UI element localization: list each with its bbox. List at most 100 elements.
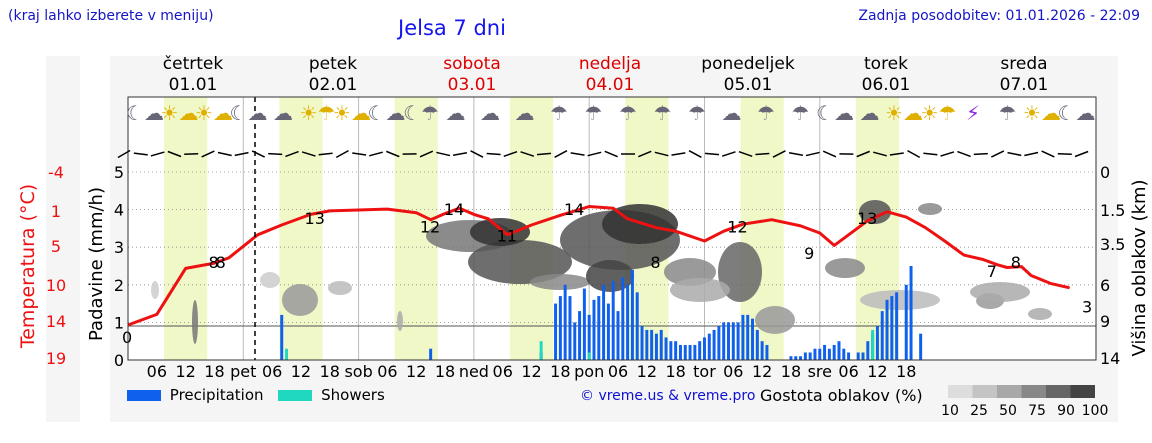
day-date: 06.01	[862, 75, 911, 95]
cloud-blob	[859, 200, 891, 224]
last-update-text: Zadnja posodobitev: 01.01.2026 - 22:09	[858, 8, 1140, 24]
precipitation-bar	[765, 344, 769, 360]
day-tick-label: sre	[808, 362, 832, 381]
hour-tick-label: 12	[291, 362, 311, 381]
cloud-rain-icon: ☂	[654, 101, 672, 125]
precipitation-bar	[592, 299, 596, 360]
cloud-blob	[918, 203, 942, 215]
precipitation-bar	[823, 344, 827, 360]
wind-barb	[301, 151, 316, 157]
temperature-label: 13	[857, 209, 877, 228]
hour-tick-label: 12	[175, 362, 195, 381]
wind-barb	[957, 150, 971, 158]
temperature-axis-panel	[46, 56, 80, 422]
density-tick-label: 10	[941, 403, 959, 419]
day-tick-label: sob	[344, 362, 372, 381]
precipitation-bar	[827, 348, 831, 360]
wind-barb	[755, 152, 770, 156]
precipitation-bar	[799, 356, 803, 360]
precipitation-bar	[722, 322, 726, 360]
precipitation-bar	[837, 341, 841, 360]
density-scale-cell	[1046, 385, 1071, 398]
wind-barb	[352, 152, 367, 156]
cloud-blob	[755, 306, 795, 334]
credit-link[interactable]: © vreme.us & vreme.pro	[580, 388, 756, 404]
precip-axis-label: Padavine (mm/h)	[86, 187, 107, 341]
precipitation-bar	[630, 269, 634, 360]
wind-barb	[772, 150, 786, 158]
precipitation-bar	[919, 333, 923, 360]
precipitation-bar	[818, 348, 822, 360]
moon-cloud-icon: ☾☁	[126, 101, 164, 125]
precipitation-bar	[803, 352, 807, 360]
temperature-label: 8	[216, 253, 226, 272]
cloud-blob	[1028, 308, 1052, 320]
precipitation-bar	[635, 292, 639, 360]
hour-tick-label: 06	[838, 362, 858, 381]
precip-tick-label: 2	[114, 276, 124, 295]
wind-barb	[973, 152, 988, 156]
showers-bar	[539, 341, 543, 360]
sun-cloud-rain-icon: ☀☂	[921, 101, 957, 125]
day-date: 04.01	[586, 75, 635, 95]
precipitation-bar	[693, 344, 697, 360]
precipitation-bar	[731, 322, 735, 360]
precipitation-bar	[904, 284, 908, 360]
temperature-label: 8	[1011, 253, 1021, 272]
temperature-label: 7	[987, 262, 997, 281]
legend: Precipitation Showers	[127, 386, 385, 404]
precipitation-bar	[702, 337, 706, 360]
density-scale-cell	[948, 385, 973, 398]
cloud-blob	[282, 284, 318, 316]
hour-tick-label: 06	[262, 362, 282, 381]
day-name: torek	[864, 54, 908, 74]
day-name: četrtek	[163, 54, 224, 74]
precipitation-bar	[554, 303, 558, 360]
precipitation-bar	[794, 356, 798, 360]
cloud-height-tick-label: 1.5	[1100, 201, 1125, 220]
temperature-label: 14	[564, 200, 584, 219]
precipitation-bar	[606, 303, 610, 360]
wind-barb	[990, 150, 1005, 158]
storm-icon: ⚡	[966, 101, 980, 125]
precipitation-bar	[645, 329, 649, 360]
temperature-label: 8	[208, 253, 218, 272]
day-tick-label: ned	[459, 362, 489, 381]
precip-tick-label: 0	[114, 351, 124, 370]
wind-barb	[889, 152, 904, 156]
cloud-blob	[530, 274, 590, 290]
day-date: 02.01	[309, 75, 358, 95]
precipitation-bar	[587, 314, 591, 360]
wind-barb	[318, 152, 333, 156]
wind-barb	[436, 151, 451, 157]
daylight-band	[164, 97, 208, 360]
region-select-hint[interactable]: (kraj lahko izberete v meniju)	[8, 8, 214, 24]
temperature-label: 8	[650, 253, 660, 272]
density-scale-cell	[997, 385, 1022, 398]
wind-barb	[285, 150, 299, 158]
day-name: sobota	[443, 54, 501, 74]
wind-barb	[419, 150, 434, 158]
cloud-rain-icon: ☂	[792, 101, 810, 125]
hour-tick-label: 18	[896, 362, 916, 381]
moon-cloud-rain-icon: ☾☂	[403, 101, 439, 125]
precipitation-bar	[558, 296, 562, 360]
cloud-rain-icon: ☂	[999, 101, 1017, 125]
wind-barb	[486, 152, 501, 156]
day-tick-label: tor	[693, 362, 716, 381]
showers-legend-swatch	[278, 390, 313, 401]
temperature-line	[127, 205, 1070, 327]
wind-barb	[369, 151, 383, 157]
precip-tick-label: 3	[114, 238, 124, 257]
wind-barb	[604, 150, 618, 158]
sun-cloud-icon: ☀☁	[333, 101, 371, 125]
density-tick-label: 90	[1057, 403, 1075, 419]
precipitation-bar	[832, 344, 836, 360]
precipitation-bar	[280, 314, 284, 360]
cloud-blob	[151, 281, 159, 299]
cloud-blob	[470, 218, 530, 246]
precipitation-bar	[727, 322, 730, 360]
wind-barb	[940, 151, 955, 157]
wind-barb	[704, 152, 720, 156]
cloud-blob	[825, 258, 865, 278]
